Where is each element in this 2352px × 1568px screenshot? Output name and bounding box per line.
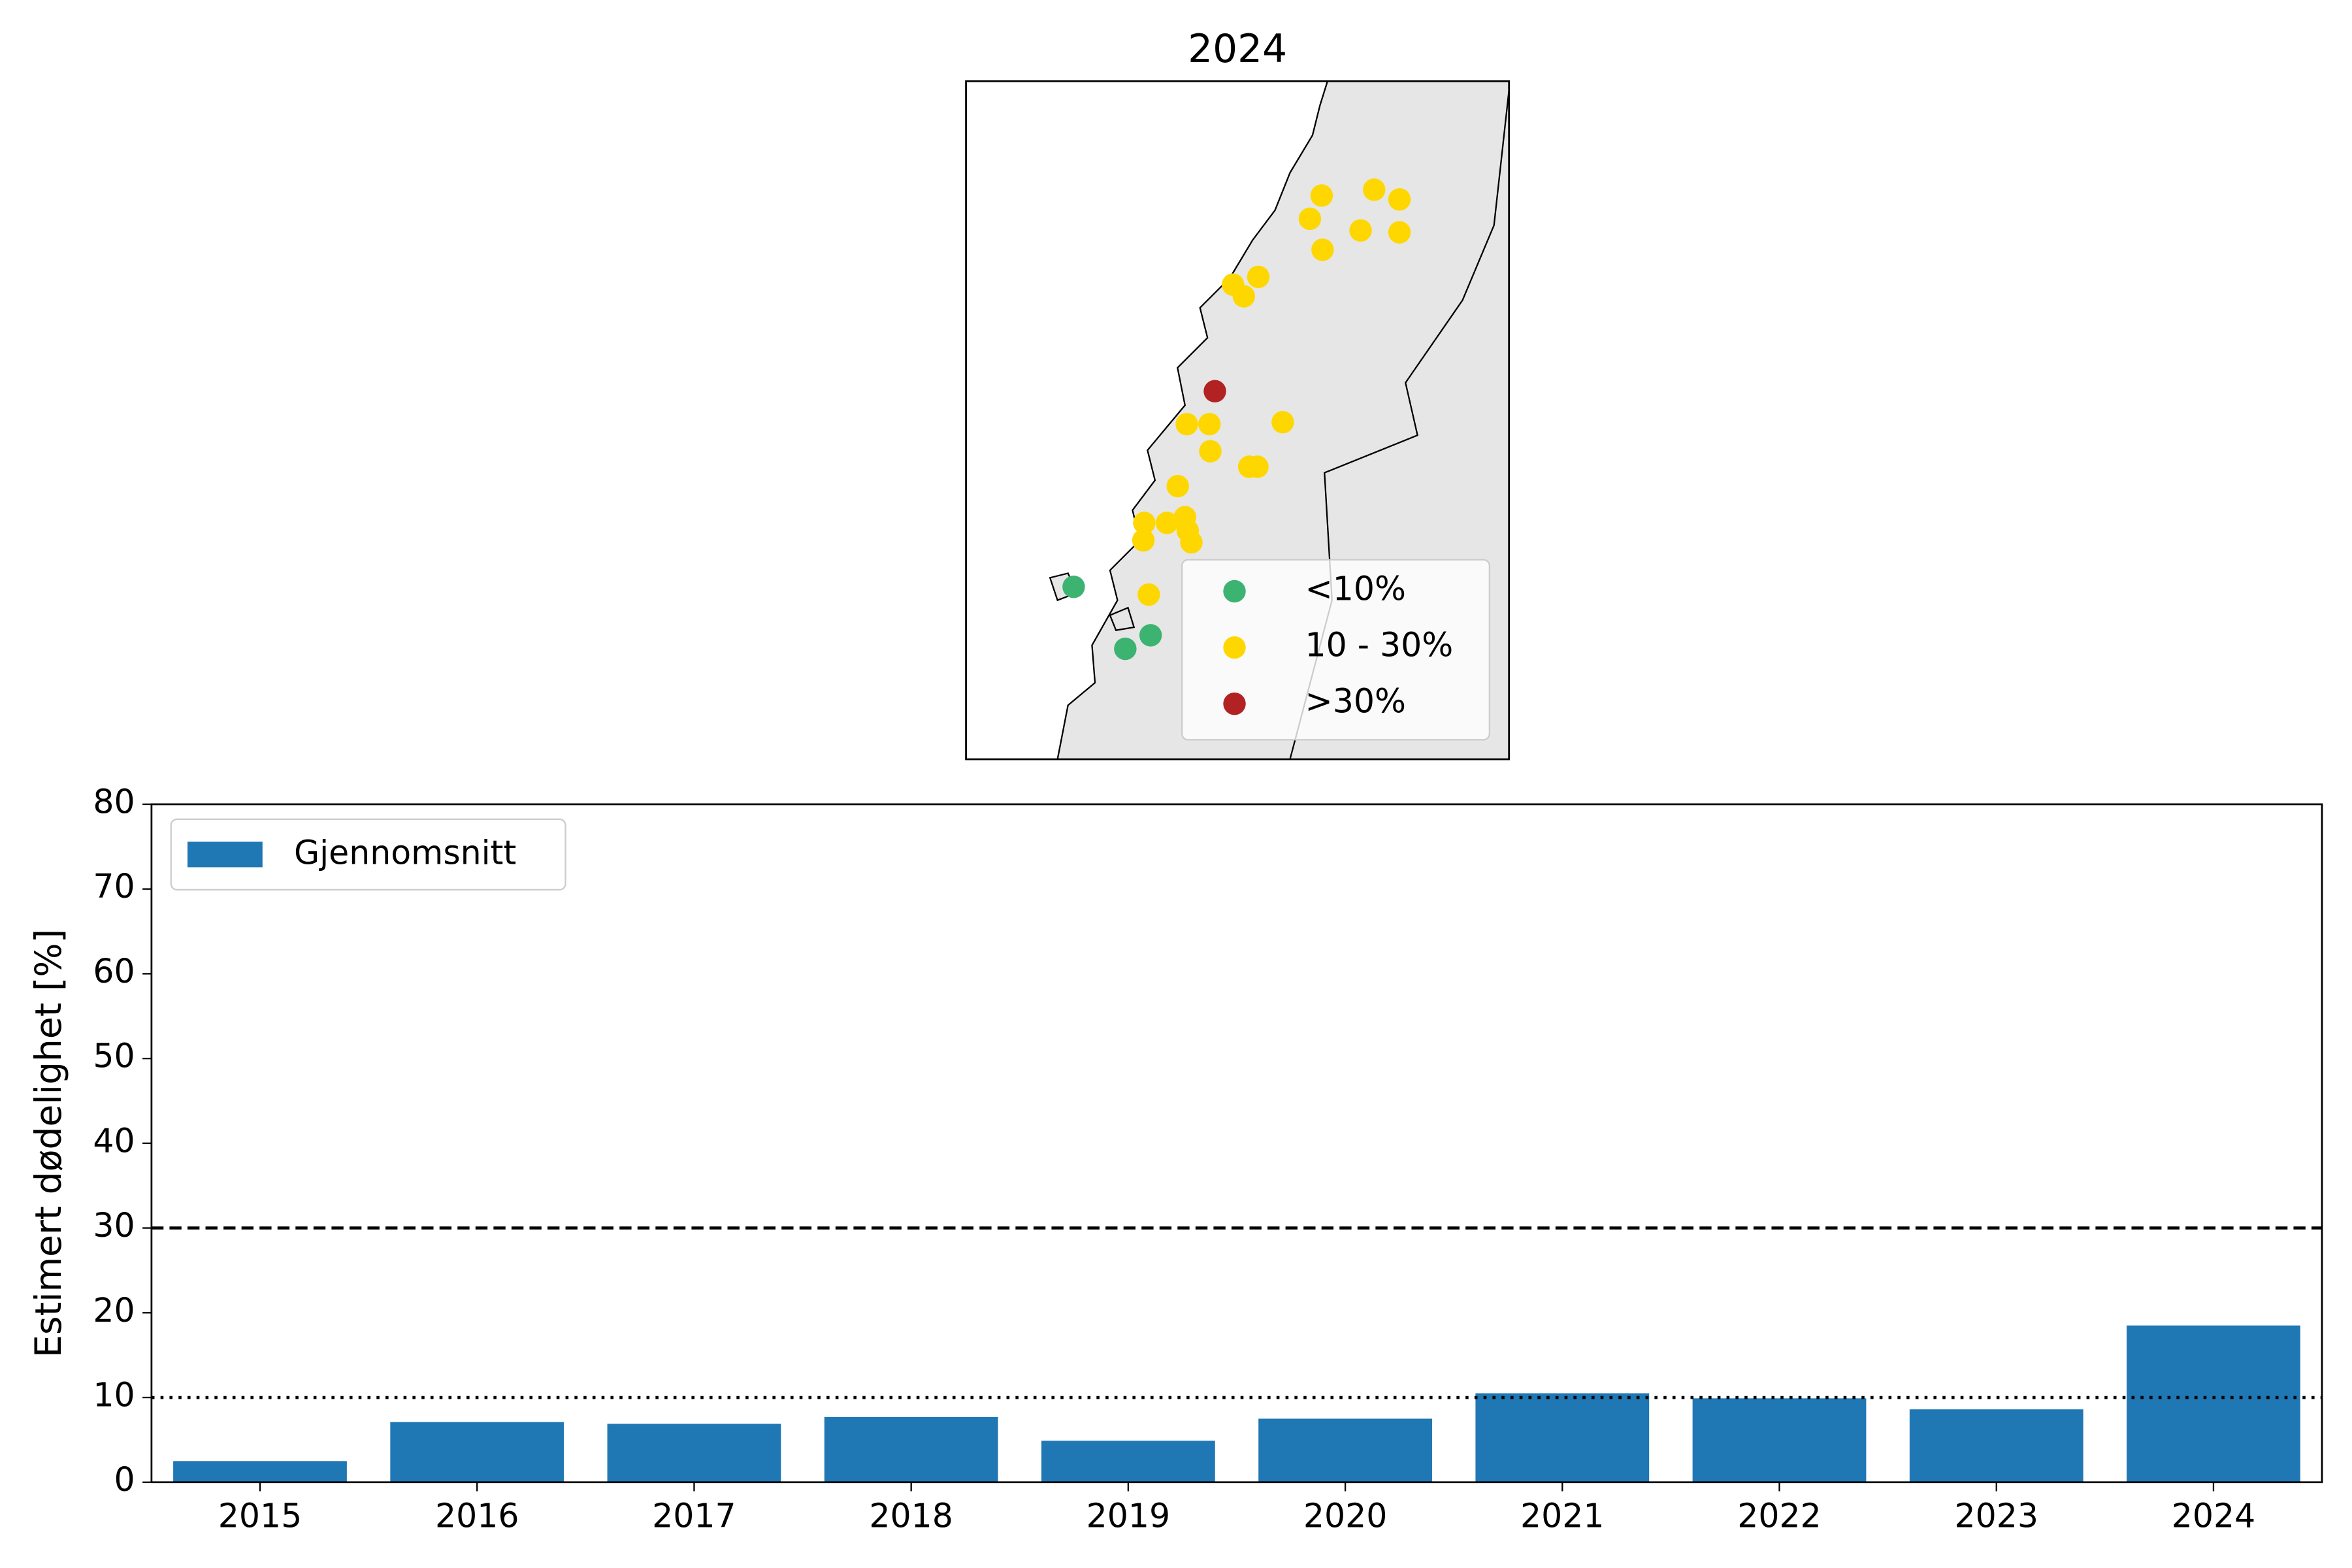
map-point <box>1166 474 1189 498</box>
y-tick-label: 70 <box>93 867 135 906</box>
y-tick-label: 60 <box>93 952 135 990</box>
legend-label: Gjennomsnitt <box>294 834 516 872</box>
y-tick-label: 20 <box>93 1291 135 1330</box>
map-point <box>1137 583 1160 606</box>
y-tick-label: 40 <box>93 1121 135 1160</box>
y-tick-label: 10 <box>93 1376 135 1414</box>
legend-swatch <box>187 841 263 868</box>
y-tick-label: 0 <box>114 1460 135 1499</box>
x-tick-label: 2019 <box>1086 1496 1171 1535</box>
legend-marker <box>1223 692 1246 715</box>
bar <box>1475 1393 1650 1482</box>
map-title: 2024 <box>1188 27 1287 72</box>
map-point <box>1388 188 1411 211</box>
map-point <box>1175 412 1198 436</box>
map-point <box>1349 219 1372 242</box>
bar <box>173 1461 347 1482</box>
map-point <box>1198 412 1221 436</box>
map-point <box>1246 455 1269 478</box>
x-tick-label: 2021 <box>1520 1496 1605 1535</box>
bar <box>2127 1325 2300 1482</box>
map-point <box>1114 637 1137 661</box>
y-axis-label: Estimert dødelighet [%] <box>27 929 69 1358</box>
x-tick-label: 2023 <box>1954 1496 2038 1535</box>
map-point <box>1155 512 1179 534</box>
y-tick-label: 80 <box>93 782 135 821</box>
x-tick-label: 2022 <box>1737 1496 1821 1535</box>
map-point <box>1247 265 1270 289</box>
map-point <box>1311 238 1334 261</box>
legend-marker <box>1223 636 1246 659</box>
bar <box>390 1422 564 1482</box>
map-point <box>1363 178 1386 201</box>
x-tick-label: 2015 <box>218 1496 302 1535</box>
bar <box>1909 1409 2083 1482</box>
x-tick-label: 2016 <box>435 1496 519 1535</box>
legend-box <box>1181 559 1490 741</box>
map-point <box>1139 624 1162 647</box>
legend-label: <10% <box>1305 569 1406 608</box>
bar <box>1692 1398 1867 1482</box>
x-tick-label: 2017 <box>652 1496 736 1535</box>
bar <box>824 1416 998 1482</box>
x-tick-label: 2024 <box>2172 1496 2256 1535</box>
map-point <box>1203 380 1226 402</box>
y-tick-label: 50 <box>93 1037 135 1075</box>
map-point <box>1388 221 1411 244</box>
plot-frame <box>150 803 2323 1484</box>
map-point <box>1271 410 1294 434</box>
bar <box>1041 1441 1215 1482</box>
map-point <box>1180 531 1203 554</box>
legend-label: >30% <box>1305 682 1406 721</box>
legend-label: 10 - 30% <box>1305 626 1453 664</box>
legend-marker <box>1223 580 1246 603</box>
legend-box <box>170 818 566 891</box>
bar <box>607 1424 781 1482</box>
map-point <box>1232 285 1256 308</box>
bar <box>1258 1418 1432 1482</box>
map-point <box>1133 512 1156 534</box>
map-point <box>1062 576 1085 598</box>
map-point <box>1310 184 1333 207</box>
map-point <box>1298 207 1322 231</box>
map-point <box>1132 529 1155 552</box>
x-tick-label: 2020 <box>1303 1496 1388 1535</box>
x-tick-label: 2018 <box>869 1496 953 1535</box>
y-tick-label: 30 <box>93 1206 135 1245</box>
map-point <box>1199 440 1222 463</box>
